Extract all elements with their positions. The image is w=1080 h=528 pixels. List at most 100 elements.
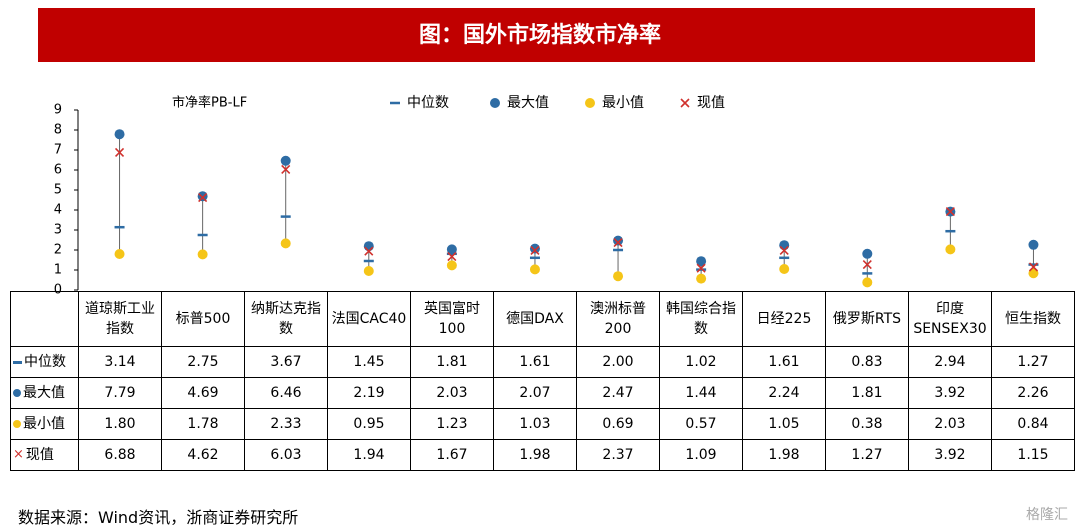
value-cell: 1.81 bbox=[410, 346, 494, 378]
dot-marker bbox=[696, 273, 707, 284]
y-tick-label: 0 bbox=[54, 283, 62, 298]
cross-stroke bbox=[364, 246, 374, 256]
dot-marker bbox=[280, 238, 291, 249]
dot-marker bbox=[585, 98, 595, 108]
value-cell: 1.61 bbox=[742, 346, 826, 378]
series-label-cell: 最小值 bbox=[10, 408, 79, 440]
cross-marker bbox=[364, 246, 374, 256]
dot-marker bbox=[529, 264, 540, 275]
value-cell: 2.26 bbox=[991, 377, 1075, 409]
value-cell: 6.46 bbox=[244, 377, 328, 409]
series-row: 最大值 7.79 4.69 6.46 2.19 2.03 2.07 2.47 1.44 2.24 1… bbox=[10, 377, 1075, 409]
source: 数据来源：Wind资讯，浙商证券研究所 bbox=[18, 508, 299, 527]
value-cell: 2.03 bbox=[908, 408, 992, 440]
value-cell: 2.03 bbox=[410, 377, 494, 409]
category-label: 道琼斯工业指数 bbox=[78, 291, 162, 347]
value-cell: 1.67 bbox=[410, 439, 494, 471]
dot-marker bbox=[1028, 268, 1039, 279]
value-cell: 0.57 bbox=[659, 408, 743, 440]
cross-marker bbox=[862, 260, 872, 270]
value-cell: 2.33 bbox=[244, 408, 328, 440]
cross-marker bbox=[945, 207, 955, 217]
cross-marker bbox=[198, 193, 208, 203]
value-cell: 1.44 bbox=[659, 377, 743, 409]
y-tick-label: 4 bbox=[54, 203, 62, 218]
value-cell: 2.94 bbox=[908, 346, 992, 378]
value-cell: 6.03 bbox=[244, 439, 328, 471]
value-cell: 2.24 bbox=[742, 377, 826, 409]
cross-stroke bbox=[198, 193, 208, 203]
value-cell: 3.67 bbox=[244, 346, 328, 378]
category-label: 德国DAX bbox=[493, 291, 577, 347]
legend-icon bbox=[13, 360, 22, 364]
cross-stroke bbox=[114, 147, 125, 157]
value-cell: 6.88 bbox=[78, 439, 162, 471]
dot-marker bbox=[613, 235, 624, 246]
value-cell: 1.05 bbox=[742, 408, 826, 440]
value-cell: 2.19 bbox=[327, 377, 411, 409]
value-cell: 1.27 bbox=[991, 346, 1075, 378]
y-tick-label: 8 bbox=[54, 123, 62, 138]
legend-icon: × bbox=[13, 447, 24, 462]
corner-cell bbox=[10, 291, 79, 347]
cross-stroke bbox=[945, 207, 955, 217]
value-cell: 1.45 bbox=[327, 346, 411, 378]
value-cell: 2.37 bbox=[576, 439, 660, 471]
cross-stroke bbox=[1028, 262, 1039, 272]
value-cell: 7.79 bbox=[78, 377, 162, 409]
cross-marker bbox=[530, 245, 540, 255]
dot-marker bbox=[945, 244, 956, 255]
dot-marker bbox=[363, 266, 374, 276]
series-label: 现值 bbox=[25, 447, 54, 463]
category-label: 澳洲标普200 bbox=[576, 291, 660, 347]
category-label: 日经225 bbox=[742, 291, 826, 347]
series-row: 中位数 3.14 2.75 3.67 1.45 1.81 1.61 2.00 1.02 1.61 0… bbox=[10, 346, 1075, 378]
value-cell: 1.61 bbox=[493, 346, 577, 378]
dot-marker bbox=[446, 260, 457, 271]
value-cell: 4.62 bbox=[161, 439, 245, 471]
y-tick-label: 5 bbox=[54, 183, 62, 198]
dot-marker bbox=[197, 191, 208, 202]
series-label-cell: 中位数 bbox=[10, 346, 79, 378]
dot-marker bbox=[779, 240, 790, 251]
value-cell: 0.84 bbox=[991, 408, 1075, 440]
chart-title: 图：国外市场指数市净率 bbox=[419, 22, 661, 48]
value-cell: 0.95 bbox=[327, 408, 411, 440]
series-label-cell: 最大值 bbox=[10, 377, 79, 409]
value-cell: 0.38 bbox=[825, 408, 909, 440]
header-row: 道琼斯工业指数 标普500 纳斯达克指数 法国CAC40 英国富时100 德国DAX 澳洲标… bbox=[10, 291, 1075, 347]
category-label: 印度SENSEX30 bbox=[908, 291, 992, 347]
watermark: 格隆汇 bbox=[1026, 507, 1068, 523]
value-cell: 3.92 bbox=[908, 439, 992, 471]
value-cell: 3.14 bbox=[78, 346, 162, 378]
category-label: 韩国综合指数 bbox=[659, 291, 743, 347]
legend-icon bbox=[13, 420, 21, 428]
y-tick-label: 2 bbox=[54, 243, 62, 258]
cross-marker bbox=[447, 252, 457, 262]
series-row: 最小值 1.80 1.78 2.33 0.95 1.23 1.03 0.69 0.57 1.05 0… bbox=[10, 408, 1075, 440]
cross-marker bbox=[680, 98, 690, 108]
cross-stroke bbox=[862, 260, 872, 270]
value-cell: 1.80 bbox=[78, 408, 162, 440]
series-label: 最小值 bbox=[23, 416, 65, 432]
cross-stroke bbox=[530, 245, 540, 255]
y-tick-label: 9 bbox=[54, 103, 62, 118]
dot-marker bbox=[862, 277, 873, 288]
cross-stroke bbox=[447, 252, 457, 262]
legend-label: 最小值 bbox=[602, 95, 644, 111]
y-axis-label: 市净率PB-LF bbox=[172, 95, 247, 111]
value-cell: 1.09 bbox=[659, 439, 743, 471]
dot-marker bbox=[529, 243, 540, 254]
dot-marker bbox=[779, 264, 790, 274]
y-tick-label: 3 bbox=[54, 223, 62, 238]
y-tick-label: 1 bbox=[54, 263, 62, 278]
value-cell: 1.03 bbox=[493, 408, 577, 440]
series-label: 中位数 bbox=[24, 354, 66, 370]
legend-icon bbox=[13, 389, 21, 397]
value-cell: 0.69 bbox=[576, 408, 660, 440]
legend-label: 中位数 bbox=[407, 95, 449, 111]
dot-marker bbox=[490, 98, 500, 108]
title-banner bbox=[38, 8, 1035, 62]
cross-stroke bbox=[779, 245, 789, 255]
